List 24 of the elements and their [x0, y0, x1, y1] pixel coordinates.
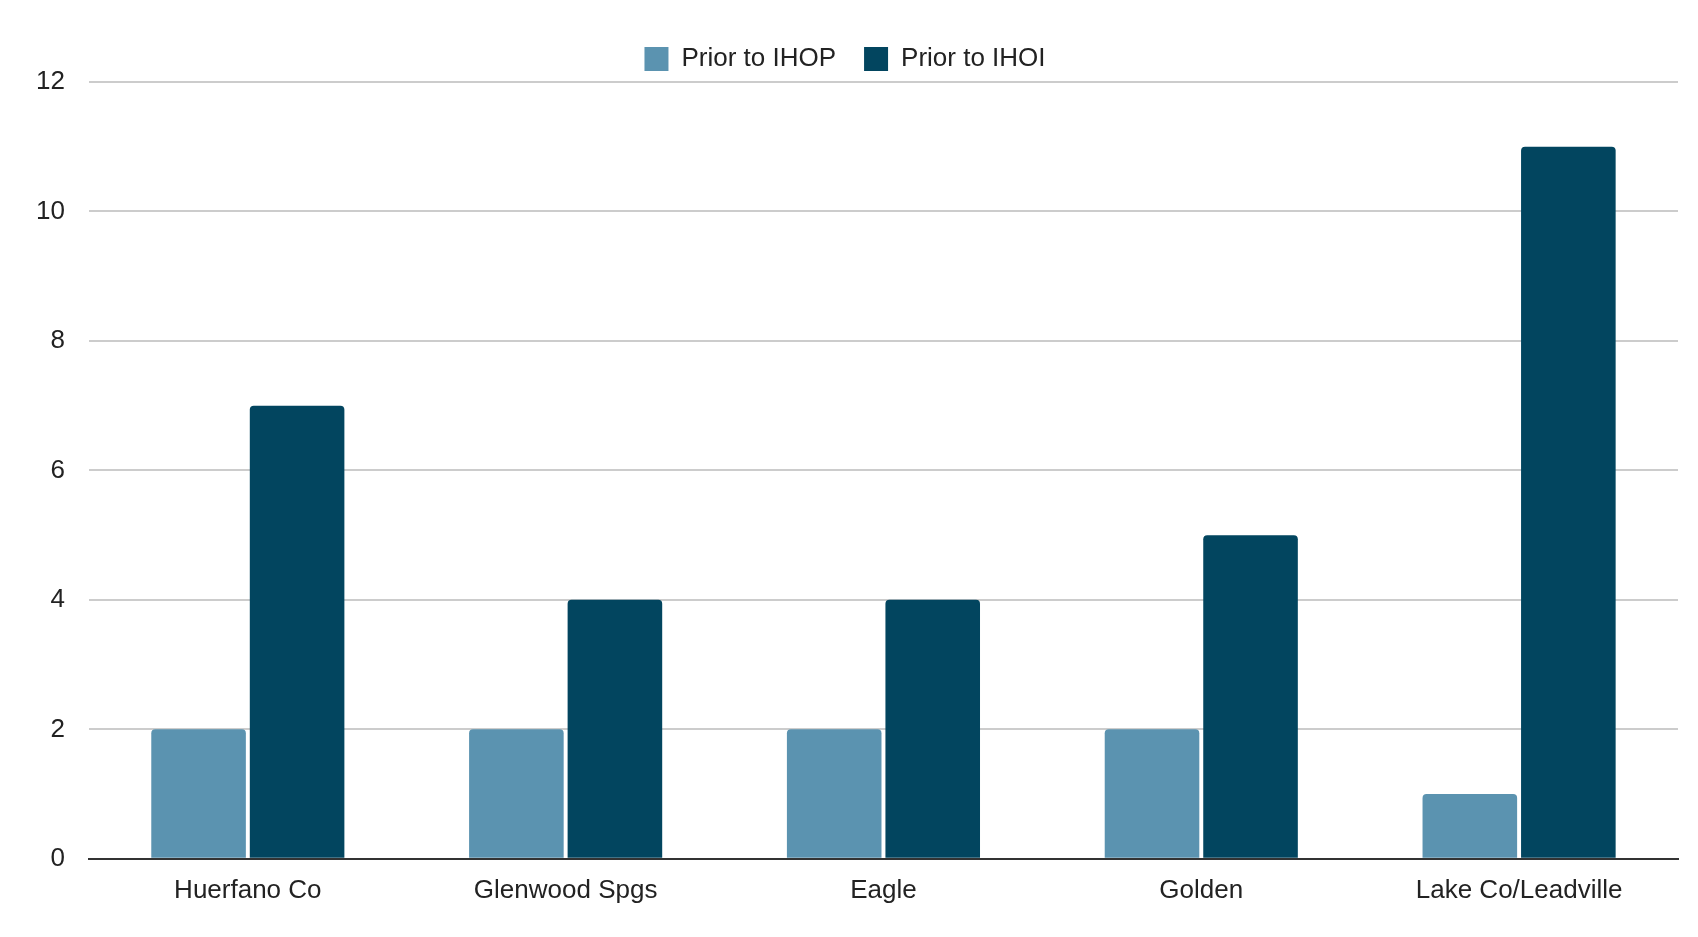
bar	[786, 729, 882, 858]
bar	[1104, 729, 1200, 858]
legend-label: Prior to IHOP	[681, 42, 837, 73]
y-tick-label: 12	[36, 65, 65, 96]
y-tick-label: 6	[50, 453, 65, 484]
x-tick-label: Golden	[1159, 873, 1244, 904]
bar	[1422, 794, 1518, 858]
y-tick-label: 8	[50, 324, 65, 355]
bar	[885, 599, 981, 858]
bar	[1521, 146, 1616, 858]
y-tick-label: 0	[50, 841, 65, 872]
legend-label: Prior to IHOI	[901, 42, 1046, 73]
y-tick-label: 4	[50, 583, 65, 614]
x-tick-label: Huerfano Co	[174, 873, 322, 904]
bar	[151, 729, 246, 858]
bar	[469, 729, 564, 858]
x-tick-label: Glenwood Spgs	[473, 873, 658, 904]
bar	[249, 405, 345, 858]
bar	[567, 599, 663, 858]
y-tick-label: 10	[36, 194, 65, 225]
y-tick-label: 2	[50, 712, 65, 743]
bar	[1203, 535, 1298, 858]
x-tick-label: Eagle	[850, 873, 917, 904]
x-tick-label: Lake Co/Leadville	[1415, 873, 1623, 904]
